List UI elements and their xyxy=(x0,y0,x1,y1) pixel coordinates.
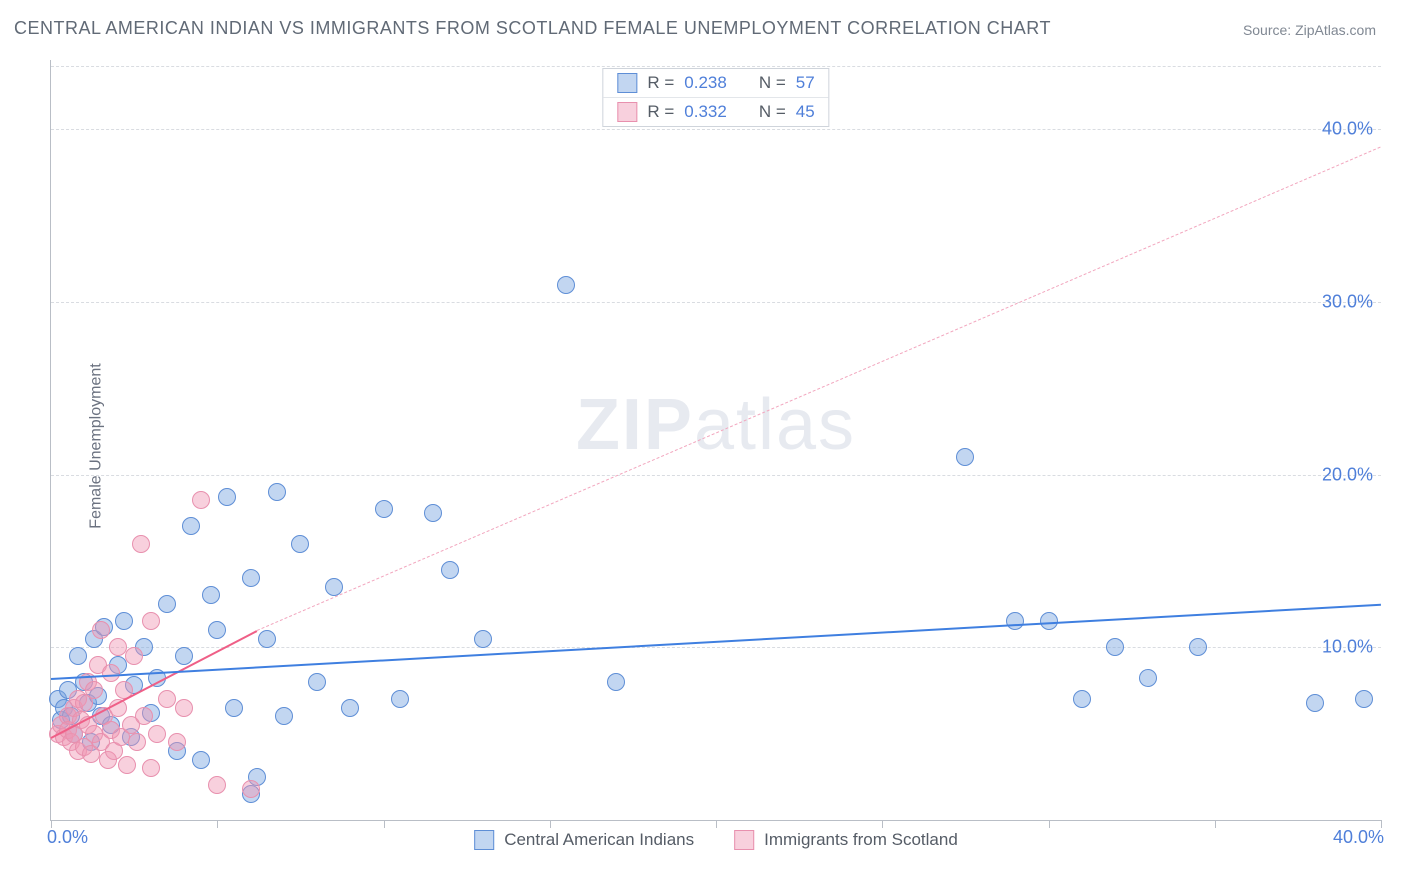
blue-point xyxy=(275,707,293,725)
blue-point xyxy=(218,488,236,506)
n-value-pink: 45 xyxy=(796,102,815,122)
pink-point xyxy=(142,612,160,630)
blue-point xyxy=(158,595,176,613)
blue-point xyxy=(258,630,276,648)
pink-point xyxy=(158,690,176,708)
pink-point xyxy=(102,664,120,682)
blue-point xyxy=(474,630,492,648)
gridline xyxy=(51,66,1381,67)
pink-point xyxy=(175,699,193,717)
watermark-atlas: atlas xyxy=(694,385,856,465)
blue-point xyxy=(308,673,326,691)
n-label: N = xyxy=(759,73,786,93)
r-value-pink: 0.332 xyxy=(684,102,727,122)
scatter-plot-area: ZIPatlas R = 0.238 N = 57 R = 0.332 N = … xyxy=(50,60,1381,821)
blue-point xyxy=(1106,638,1124,656)
watermark: ZIPatlas xyxy=(576,384,856,466)
x-tick xyxy=(1049,820,1050,828)
blue-point xyxy=(1355,690,1373,708)
x-tick xyxy=(882,820,883,828)
pink-point xyxy=(85,681,103,699)
pink-point xyxy=(128,733,146,751)
blue-point xyxy=(202,586,220,604)
x-tick xyxy=(716,820,717,828)
blue-point xyxy=(441,561,459,579)
blue-point xyxy=(956,448,974,466)
blue-point xyxy=(557,276,575,294)
pink-point xyxy=(92,621,110,639)
legend-row-pink: R = 0.332 N = 45 xyxy=(603,98,828,126)
blue-point xyxy=(192,751,210,769)
correlation-legend: R = 0.238 N = 57 R = 0.332 N = 45 xyxy=(602,68,829,127)
blue-point xyxy=(391,690,409,708)
blue-point xyxy=(1073,690,1091,708)
swatch-pink-icon xyxy=(734,830,754,850)
blue-point xyxy=(242,569,260,587)
r-label: R = xyxy=(647,102,674,122)
pink-point xyxy=(208,776,226,794)
blue-point xyxy=(268,483,286,501)
pink-point xyxy=(135,707,153,725)
legend-item-blue: Central American Indians xyxy=(474,830,694,850)
gridline xyxy=(51,302,1381,303)
y-tick-label: 20.0% xyxy=(1322,464,1373,485)
gridline xyxy=(51,647,1381,648)
n-value-blue: 57 xyxy=(796,73,815,93)
chart-title: CENTRAL AMERICAN INDIAN VS IMMIGRANTS FR… xyxy=(14,18,1051,39)
pink-point xyxy=(125,647,143,665)
blue-point xyxy=(341,699,359,717)
blue-point xyxy=(375,500,393,518)
pink-point xyxy=(132,535,150,553)
blue-point xyxy=(69,647,87,665)
x-tick xyxy=(550,820,551,828)
gridline xyxy=(51,129,1381,130)
y-tick-label: 10.0% xyxy=(1322,637,1373,658)
swatch-blue-icon xyxy=(474,830,494,850)
blue-point xyxy=(208,621,226,639)
x-tick-label: 40.0% xyxy=(1333,827,1384,848)
blue-point xyxy=(175,647,193,665)
series-legend: Central American Indians Immigrants from… xyxy=(474,830,958,850)
blue-point xyxy=(424,504,442,522)
trend-line xyxy=(257,146,1381,631)
n-label: N = xyxy=(759,102,786,122)
blue-point xyxy=(1006,612,1024,630)
pink-point xyxy=(242,780,260,798)
pink-point xyxy=(148,725,166,743)
x-tick xyxy=(384,820,385,828)
blue-point xyxy=(1306,694,1324,712)
blue-point xyxy=(182,517,200,535)
legend-label-pink: Immigrants from Scotland xyxy=(764,830,958,850)
source-label: Source: xyxy=(1243,22,1295,38)
y-tick-label: 30.0% xyxy=(1322,291,1373,312)
legend-row-blue: R = 0.238 N = 57 xyxy=(603,69,828,98)
blue-point xyxy=(1139,669,1157,687)
x-tick xyxy=(1215,820,1216,828)
source-link[interactable]: ZipAtlas.com xyxy=(1295,22,1376,38)
pink-point xyxy=(109,638,127,656)
trend-line xyxy=(51,604,1381,680)
blue-point xyxy=(291,535,309,553)
blue-point xyxy=(607,673,625,691)
r-value-blue: 0.238 xyxy=(684,73,727,93)
r-label: R = xyxy=(647,73,674,93)
gridline xyxy=(51,475,1381,476)
swatch-pink-icon xyxy=(617,102,637,122)
pink-point xyxy=(118,756,136,774)
blue-point xyxy=(1189,638,1207,656)
pink-point xyxy=(168,733,186,751)
blue-point xyxy=(225,699,243,717)
y-tick-label: 40.0% xyxy=(1322,119,1373,140)
watermark-zip: ZIP xyxy=(576,385,694,465)
legend-label-blue: Central American Indians xyxy=(504,830,694,850)
blue-point xyxy=(115,612,133,630)
swatch-blue-icon xyxy=(617,73,637,93)
x-tick xyxy=(217,820,218,828)
pink-point xyxy=(192,491,210,509)
x-tick-label: 0.0% xyxy=(47,827,88,848)
pink-point xyxy=(142,759,160,777)
legend-item-pink: Immigrants from Scotland xyxy=(734,830,958,850)
source-attribution: Source: ZipAtlas.com xyxy=(1243,22,1376,38)
